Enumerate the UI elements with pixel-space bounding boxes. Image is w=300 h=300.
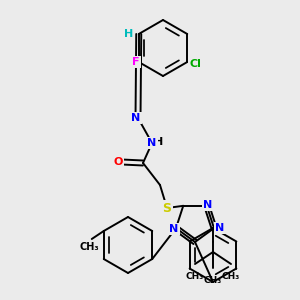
Text: CH₃: CH₃	[222, 272, 240, 281]
Text: S: S	[163, 202, 172, 214]
Text: N: N	[147, 138, 157, 148]
Text: N: N	[203, 200, 212, 210]
Text: N: N	[215, 223, 225, 233]
Text: Cl: Cl	[189, 59, 201, 69]
Text: H: H	[124, 29, 134, 39]
Text: CH₃: CH₃	[204, 276, 222, 285]
Text: F: F	[132, 57, 140, 67]
Text: CH₃: CH₃	[80, 242, 100, 252]
Text: H: H	[154, 137, 164, 147]
Text: CH₃: CH₃	[186, 272, 204, 281]
Text: N: N	[169, 224, 178, 234]
Text: N: N	[131, 113, 141, 123]
Text: O: O	[113, 157, 123, 167]
